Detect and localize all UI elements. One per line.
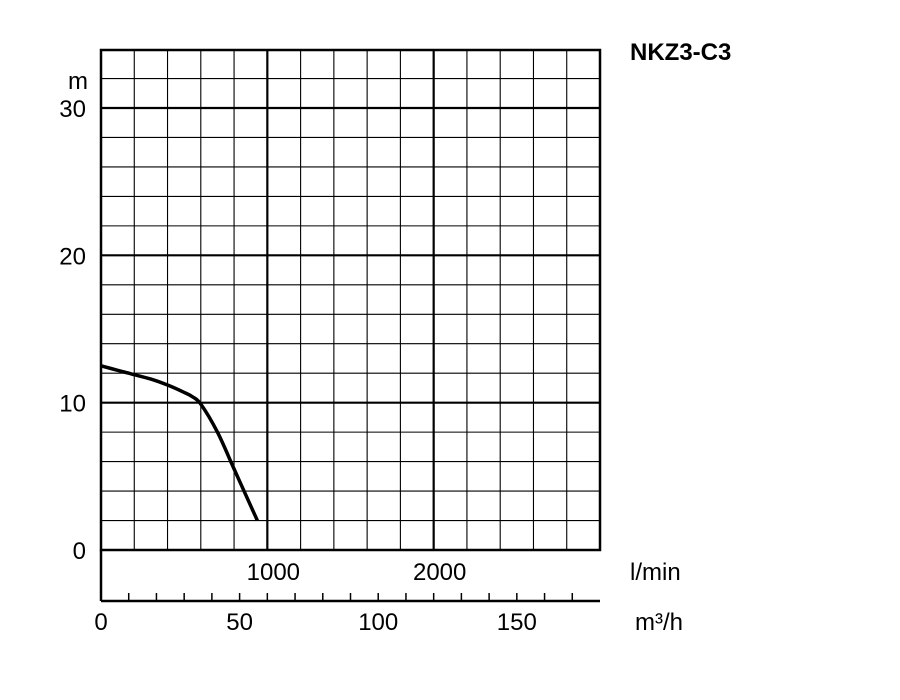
chart-title: NKZ3-C3 xyxy=(630,39,731,66)
x-unit-secondary-label: m³/h xyxy=(635,609,683,636)
x-tick-label-primary: 2000 xyxy=(413,559,466,586)
x-unit-primary-label: l/min xyxy=(630,559,681,586)
y-tick-label: 10 xyxy=(59,391,86,418)
plot-border xyxy=(99,48,602,552)
y-tick-label: 20 xyxy=(59,243,86,270)
x-tick-label-primary: 1000 xyxy=(247,559,300,586)
y-tick-label: 0 xyxy=(73,538,86,565)
x-tick-label-secondary: 50 xyxy=(226,609,253,636)
x-tick-label-secondary: 100 xyxy=(358,609,398,636)
grid-major xyxy=(101,50,600,550)
y-unit-label: m xyxy=(68,68,88,95)
series-line xyxy=(100,364,259,522)
secondary-axis-m3h xyxy=(99,550,600,603)
y-tick-label: 30 xyxy=(59,96,86,123)
x-tick-label-secondary: 150 xyxy=(497,609,537,636)
x-tick-label-secondary: 0 xyxy=(94,609,107,636)
grid-minor xyxy=(101,50,600,550)
series-layer xyxy=(100,364,259,522)
labels-layer: 0 10 20 30 1000 2000 0 50 100 150 xyxy=(59,96,537,636)
